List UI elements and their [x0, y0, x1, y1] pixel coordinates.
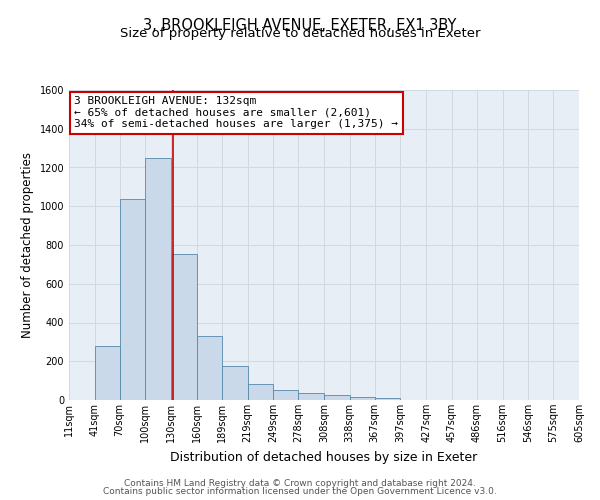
- X-axis label: Distribution of detached houses by size in Exeter: Distribution of detached houses by size …: [170, 450, 478, 464]
- Bar: [374, 398, 400, 400]
- Bar: [95, 346, 119, 400]
- Bar: [324, 395, 350, 400]
- Text: 3 BROOKLEIGH AVENUE: 132sqm
← 65% of detached houses are smaller (2,601)
34% of : 3 BROOKLEIGH AVENUE: 132sqm ← 65% of det…: [74, 96, 398, 130]
- Bar: [197, 336, 222, 400]
- Bar: [350, 397, 374, 400]
- Text: 3, BROOKLEIGH AVENUE, EXETER, EX1 3BY: 3, BROOKLEIGH AVENUE, EXETER, EX1 3BY: [143, 18, 457, 32]
- Bar: [119, 200, 145, 400]
- Text: Contains public sector information licensed under the Open Government Licence v3: Contains public sector information licen…: [103, 487, 497, 496]
- Bar: [145, 158, 171, 400]
- Bar: [171, 254, 197, 400]
- Text: Size of property relative to detached houses in Exeter: Size of property relative to detached ho…: [120, 28, 480, 40]
- Text: Contains HM Land Registry data © Crown copyright and database right 2024.: Contains HM Land Registry data © Crown c…: [124, 478, 476, 488]
- Bar: [248, 384, 274, 400]
- Y-axis label: Number of detached properties: Number of detached properties: [21, 152, 34, 338]
- Bar: [222, 366, 248, 400]
- Bar: [274, 390, 298, 400]
- Bar: [298, 393, 324, 400]
